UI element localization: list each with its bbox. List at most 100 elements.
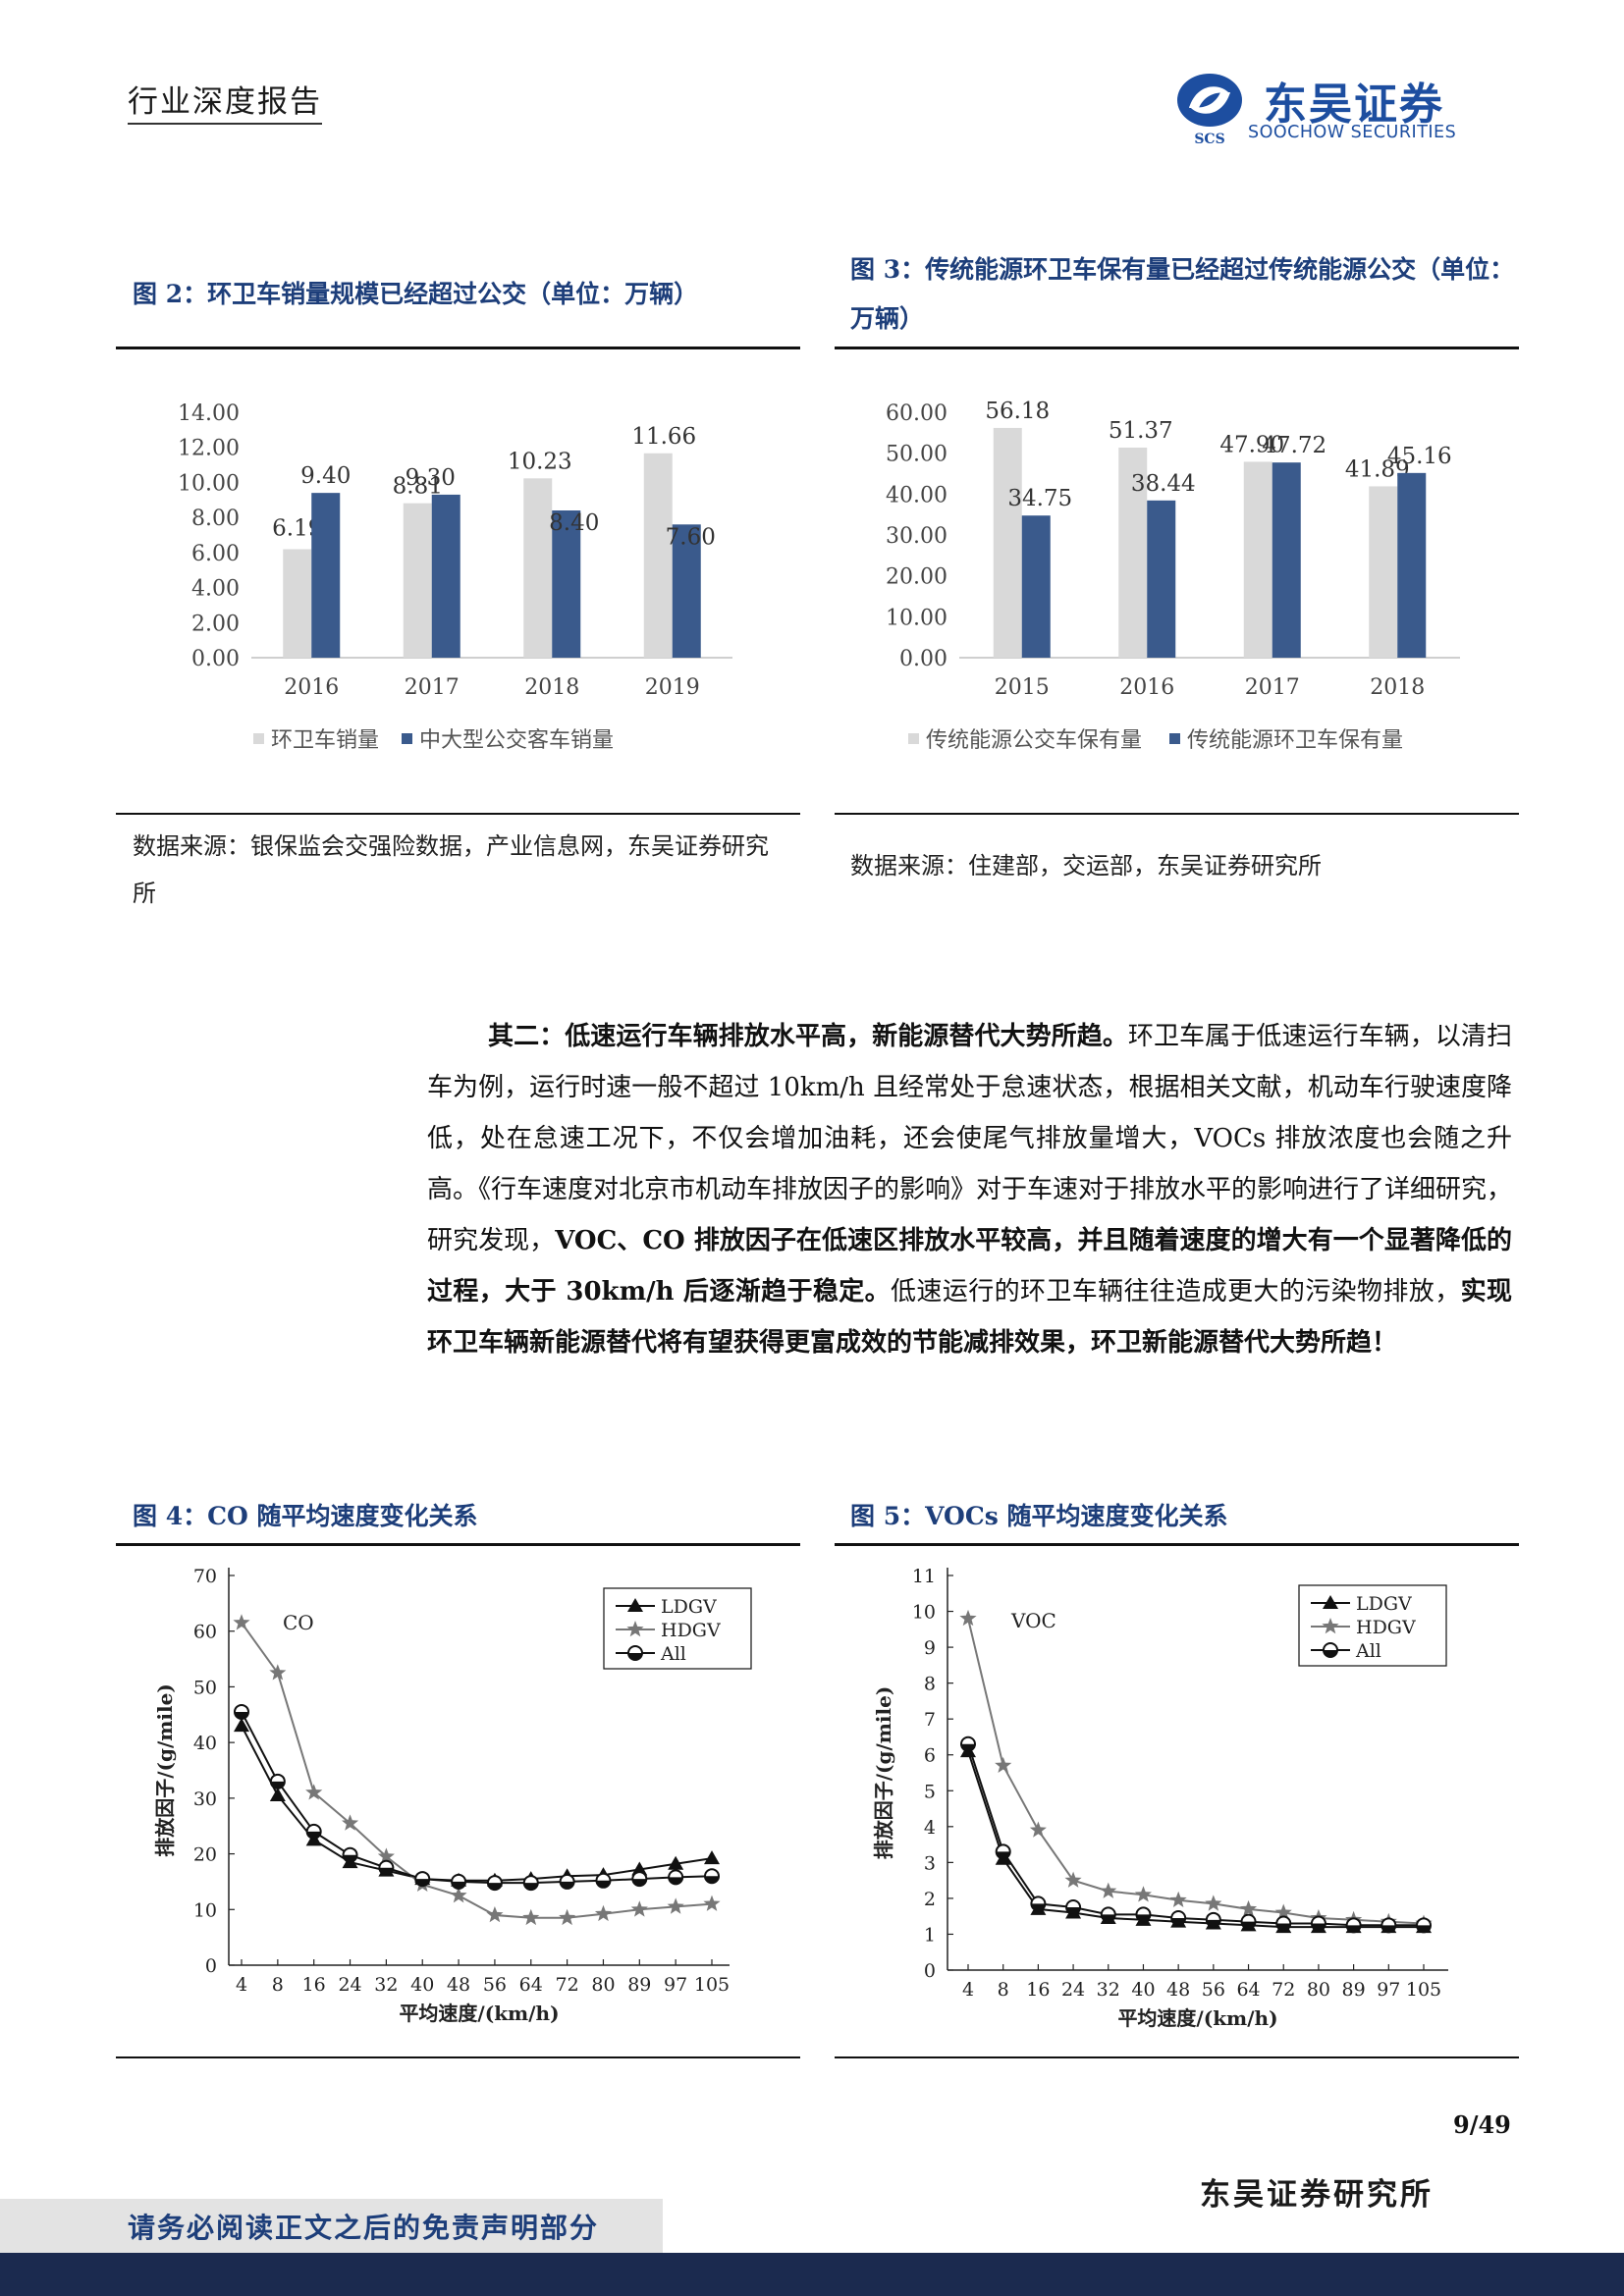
x-tick-label: 80 xyxy=(1307,1979,1330,2001)
data-label: 10.23 xyxy=(508,449,572,474)
x-tick-label: 4 xyxy=(236,1974,247,1996)
hdgv-marker xyxy=(1205,1895,1222,1911)
x-tick-label: 64 xyxy=(1236,1979,1260,2001)
bar-b xyxy=(1147,500,1176,658)
fig2-bottom-rule xyxy=(116,813,800,815)
legend-label: 中大型公交客车销量 xyxy=(419,728,614,753)
fig5-top-rule xyxy=(835,1543,1519,1546)
x-tick-label: 2016 xyxy=(1119,675,1174,700)
x-tick-label: 16 xyxy=(302,1974,326,1996)
hdgv-marker xyxy=(342,1814,359,1831)
y-tick-label: 30 xyxy=(193,1789,217,1810)
brand-logo: SCS 东吴证券 SOOCHOW SECURITIES xyxy=(1173,69,1497,147)
all-marker-fill xyxy=(1381,1925,1396,1933)
legend-label: LDGV xyxy=(661,1596,717,1618)
x-axis-title: 平均速度/(km/h) xyxy=(1117,2006,1277,2030)
all-marker-fill xyxy=(1346,1925,1361,1933)
body-paragraph: 其二：低速运行车辆排放水平高，新能源替代大势所趋。环卫车属于低速运行车辆，以清扫… xyxy=(427,1011,1512,1368)
x-tick-label: 40 xyxy=(410,1974,434,1996)
all-marker-fill xyxy=(487,1883,502,1891)
y-tick-label: 5 xyxy=(924,1781,936,1802)
all-marker-fill xyxy=(379,1867,394,1875)
y-tick-label: 20.00 xyxy=(886,565,947,590)
all-marker-fill xyxy=(1206,1919,1220,1927)
fig2-bar-chart: 0.002.004.006.008.0010.0012.0014.0020166… xyxy=(178,401,732,753)
x-tick-label: 32 xyxy=(374,1974,398,1996)
disclaimer-text: 请务必阅读正文之后的免责声明部分 xyxy=(128,2212,600,2244)
x-tick-label: 4 xyxy=(962,1979,974,2001)
all-marker-fill xyxy=(961,1743,975,1751)
legend-label: HDGV xyxy=(661,1620,721,1641)
hdgv-marker xyxy=(377,1847,395,1864)
all-marker-fill xyxy=(523,1883,538,1891)
x-tick-label: 48 xyxy=(1166,1979,1190,2001)
fig5-title: 图 5：VOCs 随平均速度变化关系 xyxy=(850,1502,1228,1530)
x-tick-label: 16 xyxy=(1026,1979,1050,2001)
x-tick-label: 2018 xyxy=(1370,675,1425,700)
legend-label: LDGV xyxy=(1356,1593,1412,1615)
x-axis-title: 平均速度/(km/h) xyxy=(399,2002,559,2025)
all-marker-fill xyxy=(669,1877,683,1885)
x-tick-label: 89 xyxy=(627,1974,651,1996)
fig5-bottom-rule xyxy=(835,2056,1519,2058)
all-marker-fill xyxy=(415,1879,430,1887)
all-marker-fill xyxy=(596,1880,611,1888)
y-axis-title: 排放因子/(g/mile) xyxy=(153,1683,177,1857)
body-bold-lead: 其二：低速运行车辆排放水平高，新能源替代大势所趋。 xyxy=(488,1022,1128,1051)
legend-label: HDGV xyxy=(1356,1617,1416,1638)
bar-a xyxy=(643,453,673,658)
x-tick-label: 97 xyxy=(664,1974,687,1996)
hdgv-marker xyxy=(995,1756,1012,1773)
y-tick-label: 0.00 xyxy=(191,647,240,671)
ldgv-marker xyxy=(668,1855,684,1870)
y-tick-label: 2.00 xyxy=(191,612,240,636)
hdgv-marker xyxy=(626,1621,644,1637)
y-tick-label: 6.00 xyxy=(191,542,240,566)
data-label: 47.72 xyxy=(1262,433,1326,458)
fig2-title: 图 2：环卫车销量规模已经超过公交（单位：万辆） xyxy=(133,280,699,308)
legend-swatch xyxy=(253,733,264,744)
footer-bar xyxy=(0,2253,1624,2296)
all-marker-fill xyxy=(1171,1918,1186,1926)
y-axis-title: 排放因子/(g/mile) xyxy=(872,1686,895,1860)
data-label: 34.75 xyxy=(1007,486,1072,511)
logo-mark-text: SCS xyxy=(1194,132,1224,147)
data-label: 9.30 xyxy=(406,465,456,491)
ldgv-marker xyxy=(234,1718,249,1733)
all-marker-fill xyxy=(1031,1903,1046,1911)
all-marker-fill xyxy=(560,1881,574,1889)
ldgv-marker xyxy=(704,1850,720,1865)
y-tick-label: 3 xyxy=(924,1852,936,1874)
hdgv-marker xyxy=(1100,1882,1117,1898)
ldgv-marker xyxy=(631,1861,648,1876)
y-tick-label: 4 xyxy=(924,1817,936,1839)
x-tick-label: 24 xyxy=(338,1974,361,1996)
x-tick-label: 2015 xyxy=(995,675,1050,700)
legend-label: 传统能源环卫车保有量 xyxy=(1187,728,1403,753)
body-text-a: 环卫车属于低速运行车辆，以清扫车为例，运行时速一般不超过 10km/h 且经常处… xyxy=(427,1022,1513,1255)
hdgv-marker xyxy=(1169,1891,1187,1907)
y-tick-label: 40 xyxy=(193,1733,217,1754)
legend-swatch xyxy=(402,733,412,744)
y-tick-label: 12.00 xyxy=(178,437,240,461)
hdgv-marker xyxy=(1240,1899,1258,1917)
series-line-hdgv xyxy=(967,1618,1425,1925)
hdgv-marker xyxy=(269,1664,287,1681)
y-tick-label: 9 xyxy=(924,1637,936,1659)
all-marker-fill xyxy=(235,1711,248,1719)
fig2-source: 数据来源：银保监会交强险数据，产业信息网，东吴证券研究所 xyxy=(133,832,769,907)
bar-b xyxy=(431,494,460,658)
y-tick-label: 0.00 xyxy=(899,647,947,671)
fig4-title: 图 4：CO 随平均速度变化关系 xyxy=(133,1502,478,1530)
y-tick-label: 10 xyxy=(912,1602,936,1624)
hdgv-marker xyxy=(630,1900,648,1917)
legend-label: All xyxy=(660,1643,686,1665)
bar-b xyxy=(1272,462,1301,658)
data-label: 7.60 xyxy=(666,524,716,550)
y-tick-label: 8 xyxy=(924,1674,936,1695)
fig2-top-rule xyxy=(116,347,800,349)
y-tick-label: 10.00 xyxy=(886,606,947,630)
y-tick-label: 8.00 xyxy=(191,507,240,531)
data-label: 47.90 xyxy=(1219,432,1284,457)
